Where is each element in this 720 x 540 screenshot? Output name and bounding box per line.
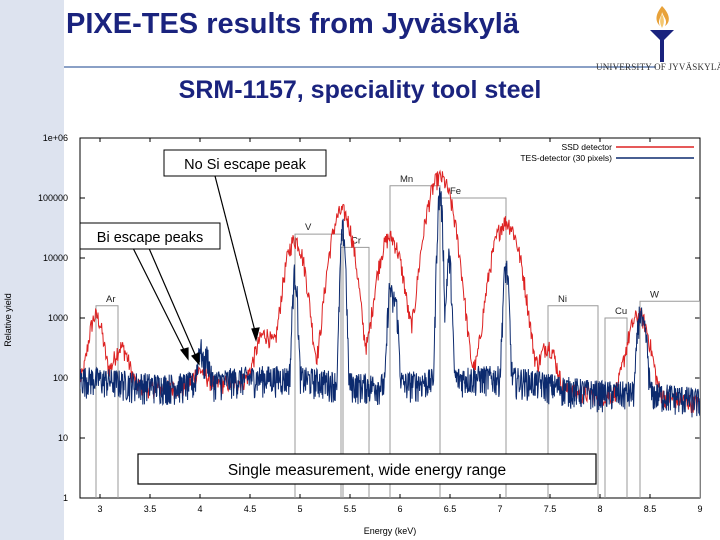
x-tick-label-1: 3.5 bbox=[144, 504, 157, 514]
element-windows: Ar V Cr Mn Fe Ni Cu W bbox=[95, 174, 700, 498]
y-tick-label-5: 100000 bbox=[38, 193, 68, 203]
element-label-W: W bbox=[650, 289, 659, 300]
x-tick-label-9: 7.5 bbox=[544, 504, 557, 514]
x-tick-label-6: 6 bbox=[397, 504, 402, 514]
x-axis-label: Energy (keV) bbox=[364, 526, 417, 536]
x-tick-label-3: 4.5 bbox=[244, 504, 257, 514]
page-subtitle: SRM-1157, speciality tool steel bbox=[178, 76, 542, 104]
torch-cup bbox=[650, 30, 674, 40]
arrow-bi-2 bbox=[147, 245, 198, 360]
annotation-box-no-si bbox=[163, 149, 327, 177]
element-label-V: V bbox=[305, 222, 312, 233]
element-label-Mn: Mn bbox=[400, 174, 413, 185]
y-tick-label-0: 1 bbox=[63, 493, 68, 503]
flame-inner bbox=[660, 14, 664, 28]
element-window-Fe bbox=[439, 197, 507, 498]
annotation-single: Single measurement, wide energy range bbox=[228, 462, 506, 479]
element-window-Ar bbox=[95, 305, 119, 498]
y-tick-label-4: 10000 bbox=[43, 253, 68, 263]
y-tick-label-3: 1000 bbox=[48, 313, 68, 323]
x-tick-label-2: 4 bbox=[197, 504, 202, 514]
flame-shape bbox=[656, 6, 669, 26]
element-window-Cr bbox=[340, 246, 370, 498]
legend-label-tes: TES-detector (30 pixels) bbox=[520, 153, 612, 163]
title-divider bbox=[64, 66, 656, 68]
x-tick-label-12: 9 bbox=[697, 504, 702, 514]
element-label-Ni: Ni bbox=[558, 294, 567, 305]
legend-label-ssd: SSD detector bbox=[561, 142, 612, 152]
arrowhead-bi-2 bbox=[191, 352, 200, 366]
element-window-Cu bbox=[604, 317, 628, 498]
x-axis-ticks: 3 3.5 4 4.5 5 5.5 6 6.5 7 7.5 8 8.5 9 bbox=[97, 138, 703, 514]
left-sidebar bbox=[0, 0, 64, 540]
y-tick-label-1: 10 bbox=[58, 433, 68, 443]
torch-handle bbox=[660, 40, 664, 62]
element-label-Cr: Cr bbox=[351, 235, 361, 246]
x-tick-label-0: 3 bbox=[97, 504, 102, 514]
university-name: UNIVERSITY OF JYVÄSKYLÄ bbox=[596, 62, 720, 72]
element-label-Ar: Ar bbox=[106, 294, 116, 305]
x-tick-label-4: 5 bbox=[297, 504, 302, 514]
x-tick-label-10: 8 bbox=[597, 504, 602, 514]
legend: SSD detector TES-detector (30 pixels) bbox=[520, 142, 694, 163]
annotation-bi: Bi escape peaks bbox=[97, 230, 203, 246]
y-tick-label-6: 1e+06 bbox=[43, 133, 68, 143]
page-title: PIXE-TES results from Jyväskylä bbox=[66, 8, 519, 40]
y-axis-label: Relative yield bbox=[3, 293, 13, 347]
annotation-box-single bbox=[137, 453, 597, 485]
element-label-Fe: Fe bbox=[450, 186, 461, 197]
x-tick-label-5: 5.5 bbox=[344, 504, 357, 514]
annotation-no-si: No Si escape peak bbox=[184, 157, 306, 173]
x-tick-label-8: 7 bbox=[497, 504, 502, 514]
spectrum-chart: 3 3.5 4 4.5 5 5.5 6 6.5 7 7.5 8 8.5 9 1 10 100 1000 1000… bbox=[3, 133, 703, 536]
arrowhead-no-si bbox=[251, 327, 260, 343]
series-tes-line bbox=[80, 187, 700, 418]
arrow-bi-1 bbox=[131, 245, 187, 355]
annotation-arrows bbox=[131, 175, 260, 366]
y-tick-label-2: 100 bbox=[53, 373, 68, 383]
x-tick-label-7: 6.5 bbox=[444, 504, 457, 514]
element-window-W bbox=[639, 300, 700, 498]
arrowhead-bi-1 bbox=[179, 347, 189, 361]
university-torch-logo bbox=[650, 6, 674, 62]
x-tick-label-11: 8.5 bbox=[644, 504, 657, 514]
element-label-Cu: Cu bbox=[615, 306, 627, 317]
element-window-V bbox=[294, 233, 344, 498]
annotation-box-bi bbox=[79, 222, 221, 250]
arrow-no-si bbox=[214, 175, 257, 336]
